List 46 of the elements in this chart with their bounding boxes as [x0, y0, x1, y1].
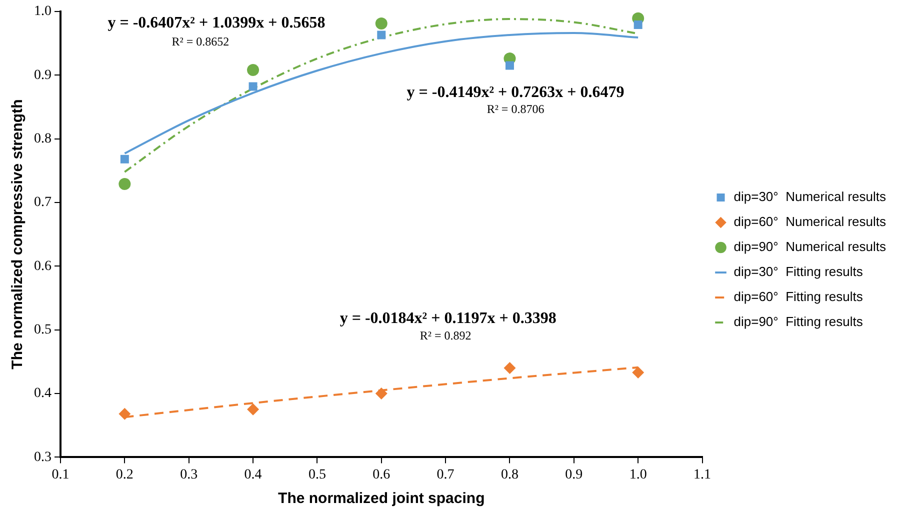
annotation: y = -0.6407x² + 1.0399x + 0.5658 — [108, 14, 326, 32]
x-tick-label: 0.3 — [180, 467, 198, 482]
y-tick-label: 0.5 — [34, 322, 52, 338]
point — [505, 61, 514, 70]
y-tick-label: 0.4 — [34, 386, 52, 402]
x-tick-label: 1.0 — [629, 467, 647, 482]
point — [375, 388, 388, 400]
legend-label: dip=60° Numerical results — [734, 214, 886, 230]
point — [634, 20, 642, 30]
y-tick-label: 0.6 — [34, 258, 52, 274]
legend-label: dip=90° Fitting results — [734, 314, 864, 330]
point — [118, 408, 131, 420]
annotation: R² = 0.8652 — [172, 34, 230, 48]
annotation: R² = 0.8706 — [486, 102, 544, 116]
y-tick-label: 0.9 — [34, 68, 52, 83]
annotation: y = -0.0184x² + 0.1197x + 0.3398 — [340, 310, 556, 328]
x-tick-label: 0.1 — [52, 467, 70, 482]
legend-label: dip=60° Fitting results — [734, 289, 864, 304]
point — [248, 82, 258, 91]
point — [120, 154, 129, 164]
x-tick-label: 0.4 — [244, 467, 262, 482]
point — [375, 18, 388, 30]
annotation: R² = 0.892 — [420, 328, 472, 343]
y-tick-label: 0.8 — [34, 131, 52, 146]
annotation: y = -0.4149x² + 0.7263x + 0.6479 — [406, 84, 624, 102]
y-axis-title: The normalized compressive strength — [9, 99, 26, 370]
point — [247, 403, 260, 416]
x-tick-label: 0.7 — [436, 467, 454, 482]
x-tick-label: 1.1 — [694, 467, 712, 482]
y-tick-label: 0.7 — [34, 195, 52, 210]
x-tick-label: 0.8 — [500, 467, 518, 482]
x-tick-label: 0.9 — [565, 467, 583, 482]
y-tick-label: 0.3 — [34, 450, 52, 465]
x-tick-label: 0.2 — [116, 467, 134, 482]
point — [118, 178, 131, 190]
x-tick-label: 0.6 — [372, 467, 390, 482]
legend-label: dip=30° Fitting results — [734, 264, 864, 280]
point — [247, 64, 260, 76]
legend-label: dip=30° Numerical results — [734, 189, 886, 204]
x-tick-label: 0.5 — [308, 467, 326, 482]
point — [504, 362, 516, 374]
point — [377, 30, 386, 40]
point — [632, 366, 644, 378]
legend-label: dip=90° Numerical results — [734, 239, 886, 254]
x-axis-title: The normalized joint spacing — [278, 490, 485, 508]
y-tick-label: 1.0 — [34, 4, 52, 20]
